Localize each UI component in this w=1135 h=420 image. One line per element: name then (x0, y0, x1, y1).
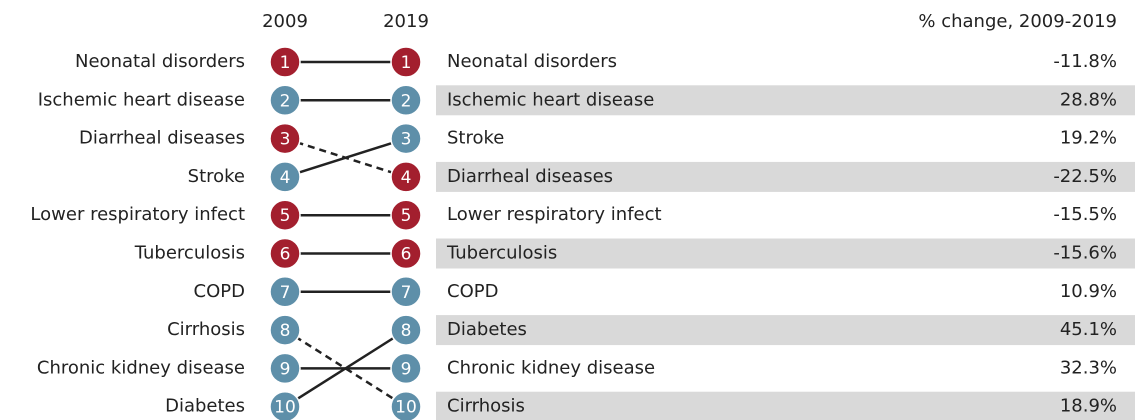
rank-circle (390, 199, 422, 231)
row-label: Tuberculosis (134, 243, 245, 264)
rank-number: 10 (274, 398, 296, 418)
change-value: 28.8% (1060, 89, 1117, 110)
change-value: 45.1% (1060, 319, 1117, 340)
rank-number: 4 (401, 168, 412, 188)
rank-circle (269, 276, 301, 308)
change-header: % change, 2009-2019 (918, 11, 1117, 32)
rank-number: 9 (401, 359, 412, 379)
rank-number: 7 (401, 283, 412, 303)
row-label: Lower respiratory infect (30, 204, 245, 225)
row-label: COPD (194, 281, 245, 302)
rank-circle (269, 314, 301, 346)
column-header: 2009 (262, 11, 308, 32)
rank-circle (269, 237, 301, 270)
row-label: Neonatal disorders (447, 51, 617, 72)
row-label: Tuberculosis (446, 243, 557, 264)
row-label: Lower respiratory infect (447, 204, 662, 225)
rank-circle (269, 161, 301, 193)
change-value: -11.8% (1053, 51, 1117, 72)
row-label: Stroke (188, 166, 245, 187)
rank-number: 8 (280, 321, 291, 341)
change-value: -22.5% (1053, 166, 1117, 187)
row-label: Cirrhosis (447, 396, 525, 417)
column-header: 2019 (383, 11, 429, 32)
connectors (284, 60, 407, 408)
rank-circle (269, 390, 301, 420)
row-label: Chronic kidney disease (37, 357, 245, 378)
rank-circle (390, 276, 422, 308)
rank-circle (390, 122, 422, 155)
rank-number: 1 (280, 53, 291, 73)
row-label: COPD (447, 281, 498, 302)
rank-circle (390, 390, 422, 420)
change-value: 32.3% (1060, 357, 1117, 378)
row-label: Ischemic heart disease (447, 89, 654, 110)
rank-number: 6 (401, 245, 412, 265)
row-label: Cirrhosis (167, 319, 245, 340)
row-band (436, 85, 1135, 116)
rank-number: 8 (401, 321, 412, 341)
rank-number: 5 (280, 206, 291, 226)
rank-circle (390, 84, 422, 117)
rank-circle (269, 122, 301, 155)
row-label: Diarrheal diseases (447, 166, 613, 187)
row-label: Diabetes (447, 319, 527, 340)
row-label: Diabetes (165, 396, 245, 417)
change-value: 19.2% (1060, 128, 1117, 149)
rank-circle (269, 84, 301, 117)
rank-number: 7 (280, 283, 291, 303)
rank-number: 1 (401, 53, 412, 73)
row-band (436, 315, 1135, 346)
rank-circle (390, 46, 422, 78)
rank-circle (269, 46, 301, 78)
row-label: Diarrheal diseases (79, 128, 245, 149)
rank-circle (269, 352, 301, 385)
rank-number: 2 (401, 91, 412, 111)
row-label: Stroke (447, 128, 504, 149)
change-value: -15.5% (1053, 204, 1117, 225)
connector (284, 137, 407, 179)
rank-number: 3 (280, 130, 291, 150)
rank-circle (390, 161, 422, 193)
connector (284, 329, 407, 408)
change-value: -15.6% (1053, 243, 1117, 264)
rank-circle (390, 237, 422, 270)
rank-circle (269, 199, 301, 231)
rank-number: 5 (401, 206, 412, 226)
rank-number: 2 (280, 91, 291, 111)
change-value: 10.9% (1060, 281, 1117, 302)
rank-number: 9 (280, 359, 291, 379)
bands (436, 85, 1135, 420)
row-band (436, 161, 1135, 192)
rank-circle (390, 314, 422, 346)
rank-number: 3 (401, 130, 412, 150)
row-label: Ischemic heart disease (38, 89, 245, 110)
rank-number: 10 (395, 398, 417, 418)
change-value: 18.9% (1060, 396, 1117, 417)
row-band (436, 391, 1135, 420)
row-band (436, 238, 1135, 269)
rank-number: 4 (280, 168, 291, 188)
rank-circle (390, 352, 422, 385)
rank-number: 6 (280, 245, 291, 265)
row-label: Chronic kidney disease (447, 357, 655, 378)
row-label: Neonatal disorders (75, 51, 245, 72)
